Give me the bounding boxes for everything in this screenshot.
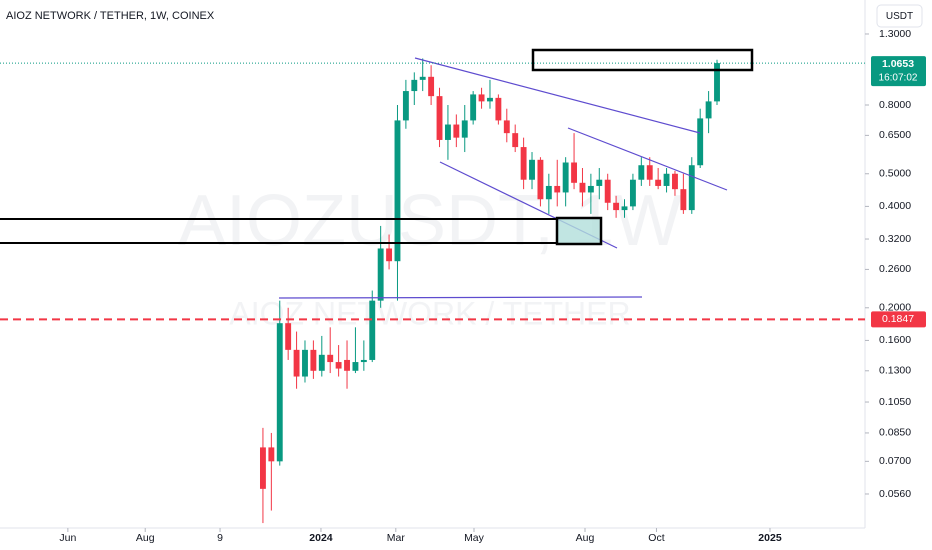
candle-body xyxy=(302,349,308,377)
candle-body xyxy=(638,165,645,180)
candle-body xyxy=(478,94,485,102)
candle-body xyxy=(705,101,712,119)
y-tick-label: 0.1300 xyxy=(879,365,911,377)
y-tick-label: 0.5000 xyxy=(879,168,911,180)
watermark-subtitle: AIOZ NETWORK / TETHER xyxy=(229,295,630,331)
x-tick-label: Oct xyxy=(648,532,664,544)
candle-body xyxy=(562,162,569,193)
candle-body xyxy=(604,179,611,203)
x-tick-label: Jun xyxy=(59,532,76,544)
y-tick-label: 0.0560 xyxy=(879,488,911,500)
x-tick-label: Aug xyxy=(136,532,155,544)
candle-body xyxy=(293,349,300,377)
candle-body xyxy=(571,162,578,183)
y-tick-label: 0.0850 xyxy=(879,427,911,439)
candle-body xyxy=(697,118,704,166)
candle-body xyxy=(453,124,460,138)
candle-body xyxy=(259,447,266,489)
candle-body xyxy=(386,248,393,262)
candle-body xyxy=(411,79,418,92)
candle-body xyxy=(680,189,687,211)
y-tick-label: 0.2600 xyxy=(879,263,911,275)
drawings xyxy=(0,48,754,299)
candle-body xyxy=(663,173,670,186)
candle-body xyxy=(335,362,342,369)
candle-body xyxy=(377,248,384,301)
candle-body xyxy=(360,359,367,363)
candle-body xyxy=(436,96,443,140)
alert-label: 0.1847 xyxy=(882,313,914,325)
y-tick-label: 0.4000 xyxy=(879,200,911,212)
candle-body xyxy=(646,165,653,180)
candle-body xyxy=(545,185,552,200)
last-price-label: 1.0653 xyxy=(882,58,914,70)
x-tick-label: 2024 xyxy=(309,532,333,544)
candle-body xyxy=(672,173,678,190)
candle-body xyxy=(554,185,561,193)
candle-body xyxy=(318,354,325,371)
candle-body xyxy=(621,206,628,211)
candle-body xyxy=(520,147,527,180)
candle-body xyxy=(276,323,283,462)
candle-body xyxy=(428,76,435,97)
trend-line xyxy=(414,57,701,134)
candle-body xyxy=(327,354,334,363)
candle-body xyxy=(402,91,409,121)
trend-line xyxy=(278,296,643,299)
candle-body xyxy=(344,359,350,371)
candle-body xyxy=(512,133,519,148)
y-tick-label: 0.2000 xyxy=(879,302,911,314)
candle-body xyxy=(587,185,594,193)
candles xyxy=(259,58,720,524)
candle-body xyxy=(688,165,695,211)
currency-button[interactable] xyxy=(876,4,923,28)
candle-body xyxy=(394,120,401,262)
y-tick-label: 0.8000 xyxy=(879,99,911,111)
chart-title: AIOZ NETWORK / TETHER, 1W, COINEX xyxy=(6,10,215,22)
countdown-label: 16:07:02 xyxy=(879,73,918,84)
y-tick-label: 0.1600 xyxy=(879,334,911,346)
candle-body xyxy=(352,362,359,371)
x-tick-label: May xyxy=(464,532,485,544)
candle-body xyxy=(461,120,468,138)
candle-body xyxy=(268,447,275,462)
y-tick-label: 0.0700 xyxy=(879,455,911,467)
target-box xyxy=(531,48,754,72)
candle-body xyxy=(537,159,544,200)
trend-line xyxy=(567,127,728,191)
candle-body xyxy=(596,179,603,186)
candle-body xyxy=(419,76,426,80)
last-price-box xyxy=(871,56,926,87)
x-tick-label: 9 xyxy=(217,532,223,544)
candle-body xyxy=(503,120,510,134)
x-tick-label: 2025 xyxy=(758,532,782,544)
candle-body xyxy=(310,349,317,371)
y-tick-label: 0.3200 xyxy=(879,233,911,245)
zone-box xyxy=(555,216,603,246)
y-tick-label: 0.1050 xyxy=(879,396,911,408)
candle-body xyxy=(529,159,535,180)
x-tick-label: Mar xyxy=(387,532,406,544)
y-tick-label: 0.6500 xyxy=(879,129,911,141)
candle-body xyxy=(629,179,636,207)
candle-body xyxy=(487,97,493,102)
candle-body xyxy=(613,202,620,211)
x-tick-label: Aug xyxy=(576,532,595,544)
candle-body xyxy=(655,179,662,186)
alert-label-box xyxy=(871,311,926,328)
candle-body xyxy=(369,300,376,360)
candle-body xyxy=(285,323,292,350)
candle-body xyxy=(579,182,586,193)
candle-body xyxy=(714,63,720,102)
candle-body xyxy=(444,124,451,140)
candle-body xyxy=(470,94,477,121)
currency: USDT xyxy=(886,11,913,22)
y-tick-label: 1.3000 xyxy=(879,28,911,40)
candle-body xyxy=(495,97,502,121)
